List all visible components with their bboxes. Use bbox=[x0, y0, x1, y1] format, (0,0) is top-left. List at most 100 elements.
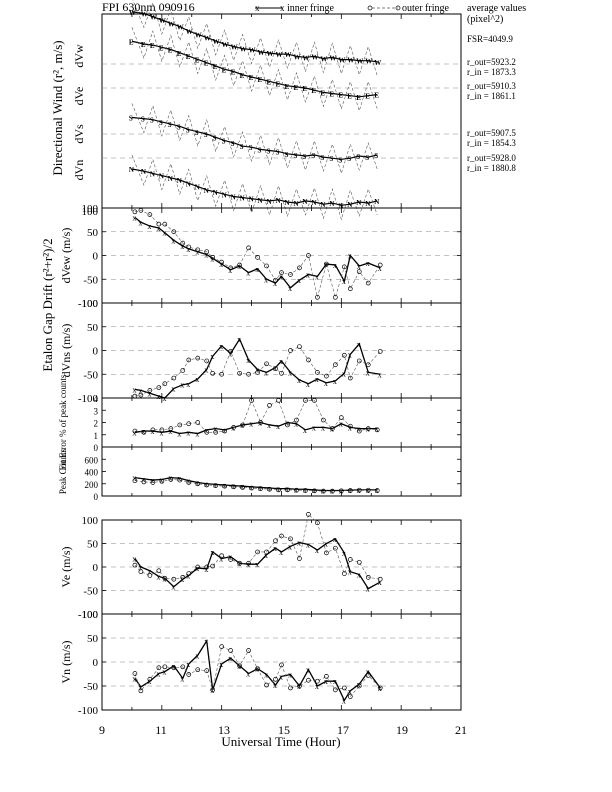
data-point-outer bbox=[356, 428, 362, 434]
data-point-inner: x bbox=[342, 277, 346, 286]
data-point-outer bbox=[294, 417, 299, 423]
data-point-E: E bbox=[311, 87, 316, 95]
data-point-inner: x bbox=[333, 677, 337, 686]
data-point-inner: x bbox=[315, 272, 319, 281]
data-point-outer bbox=[219, 259, 225, 265]
data-point-N: N bbox=[365, 200, 370, 208]
data-point-inner: x bbox=[357, 571, 361, 580]
data-point-inner: x bbox=[210, 254, 214, 263]
data-point-outer bbox=[279, 533, 284, 539]
data-point-W: W bbox=[365, 58, 372, 66]
data-point-outer bbox=[138, 688, 144, 694]
data-point-E: E bbox=[276, 81, 281, 89]
data-point-S: S bbox=[177, 123, 181, 131]
data-point-outer bbox=[356, 358, 362, 364]
direction-label-dVw: dVw bbox=[72, 44, 86, 68]
series-line-inner bbox=[134, 476, 378, 492]
series-line-outer bbox=[134, 646, 381, 698]
data-point-outer bbox=[306, 512, 311, 517]
data-point-inner: x bbox=[378, 264, 382, 273]
data-point-inner: x bbox=[132, 674, 136, 683]
data-point-outer bbox=[333, 687, 338, 693]
data-point-inner: x bbox=[357, 340, 361, 349]
data-point-inner: x bbox=[195, 479, 199, 488]
data-point-outer bbox=[374, 488, 380, 493]
data-point-outer bbox=[324, 674, 329, 679]
data-point-inner: x bbox=[195, 564, 199, 573]
data-point-inner: x bbox=[204, 251, 208, 260]
data-point-inner: x bbox=[171, 583, 175, 592]
series-line-inner bbox=[134, 537, 381, 590]
series-line-outer bbox=[134, 479, 378, 492]
data-point-inner: x bbox=[348, 350, 352, 359]
data-point-inner: x bbox=[186, 428, 190, 437]
data-point-E: E bbox=[129, 38, 134, 46]
data-point-outer bbox=[249, 485, 254, 491]
data-point-outer bbox=[315, 370, 320, 375]
legend-outer-marker-right bbox=[395, 5, 401, 11]
data-point-inner: x bbox=[297, 682, 301, 691]
data-point-E: E bbox=[258, 76, 263, 84]
data-point-N: N bbox=[347, 201, 352, 209]
y-tick-label: -50 bbox=[83, 274, 98, 286]
data-point-inner: x bbox=[147, 677, 151, 686]
data-point-inner: x bbox=[186, 477, 190, 486]
data-point-outer bbox=[246, 648, 251, 653]
data-point-inner: x bbox=[279, 672, 283, 681]
data-point-N: N bbox=[150, 170, 155, 178]
data-point-S: S bbox=[159, 119, 163, 127]
data-point-inner: x bbox=[147, 567, 151, 576]
data-point-inner: x bbox=[159, 475, 163, 484]
x-tick-label-11: 11 bbox=[155, 723, 167, 737]
data-point-S: S bbox=[311, 152, 315, 160]
y-tick-label: 100 bbox=[82, 203, 99, 215]
data-point-outer bbox=[213, 483, 219, 488]
data-point-outer bbox=[180, 240, 186, 246]
data-point-N: N bbox=[284, 199, 289, 207]
data-point-inner: x bbox=[210, 352, 214, 361]
data-point-N: N bbox=[213, 189, 218, 197]
data-point-outer bbox=[297, 344, 302, 350]
data-point-S: S bbox=[356, 153, 360, 161]
legend-inner-label: inner fringe bbox=[287, 3, 334, 14]
data-point-outer bbox=[171, 375, 177, 381]
data-point-outer bbox=[333, 545, 338, 551]
data-point-inner: x bbox=[156, 572, 160, 581]
data-point-outer bbox=[162, 221, 168, 227]
data-point-outer bbox=[186, 357, 192, 363]
x-axis: 9 11 13 15 17 19 21 Universal Time (Hour… bbox=[99, 723, 467, 749]
data-point-S: S bbox=[150, 117, 154, 125]
y-axis-label-vn: Vn (m/s) bbox=[59, 641, 73, 684]
data-point-outer bbox=[333, 294, 338, 300]
data-point-N: N bbox=[186, 180, 191, 188]
data-point-inner: x bbox=[255, 560, 259, 569]
data-point-outer bbox=[228, 349, 233, 354]
data-point-inner: x bbox=[132, 214, 136, 223]
data-point-S: S bbox=[204, 131, 208, 139]
data-point-outer bbox=[297, 265, 302, 271]
panel-frame-dVew bbox=[101, 207, 462, 304]
data-point-inner: x bbox=[330, 486, 334, 495]
data-point-inner: x bbox=[186, 571, 190, 580]
data-point-outer bbox=[132, 671, 138, 676]
data-point-outer bbox=[177, 422, 183, 428]
data-point-outer bbox=[273, 366, 278, 371]
data-point-W: W bbox=[311, 53, 318, 61]
data-point-outer bbox=[258, 420, 263, 425]
y-tick-label: 0 bbox=[93, 251, 99, 263]
data-point-inner: x bbox=[276, 485, 280, 494]
data-point-W: W bbox=[195, 31, 202, 39]
data-point-E: E bbox=[347, 93, 352, 101]
data-point-W: W bbox=[159, 17, 166, 25]
side-value-s-rin: r_in = 1854.3 bbox=[467, 138, 516, 148]
side-value-e-rout: r_out=5910.3 bbox=[467, 81, 516, 91]
data-point-outer bbox=[228, 648, 233, 653]
data-point-inner: x bbox=[186, 660, 190, 669]
data-point-N: N bbox=[356, 199, 361, 207]
data-point-outer bbox=[162, 575, 168, 581]
data-point-S: S bbox=[213, 134, 217, 142]
data-point-outer bbox=[273, 538, 278, 544]
